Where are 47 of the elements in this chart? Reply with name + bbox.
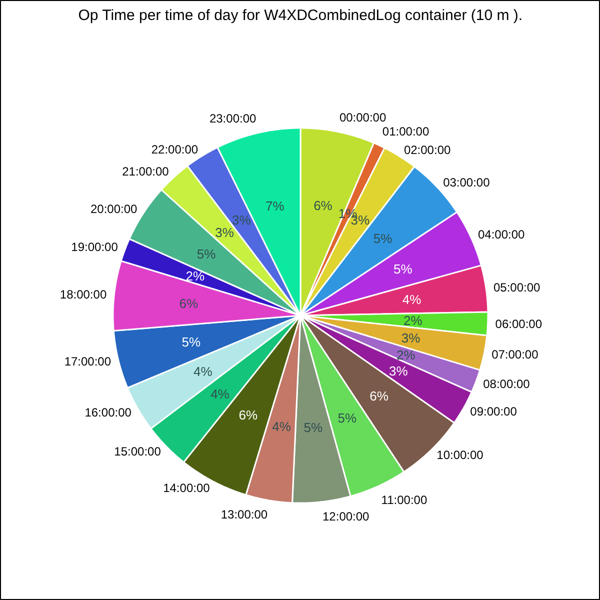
slice-label: 06:00:00 [495,317,542,332]
data-label: 5% [182,334,202,350]
data-label: 3% [215,225,234,240]
slice-label: 13:00:00 [220,508,268,522]
data-label: 6% [370,388,389,404]
slice-label: 12:00:00 [322,509,370,524]
slice-label: 08:00:00 [483,376,530,391]
data-label: 4% [402,292,422,307]
slice-label: 03:00:00 [443,175,490,190]
slice-label: 14:00:00 [163,481,210,496]
slice-label: 07:00:00 [492,347,539,362]
data-label: 5% [338,410,357,426]
data-label: 4% [194,364,213,380]
data-label: 2% [403,312,423,328]
data-label: 5% [196,246,216,262]
slice-label: 05:00:00 [493,280,541,294]
slice-label: 21:00:00 [122,164,170,179]
data-label: 3% [389,363,408,378]
slice-label: 09:00:00 [470,404,518,419]
slice-label: 19:00:00 [71,240,118,254]
chart-title: Op Time per time of day for W4XDCombinedLog container (10 m ). [78,7,523,24]
slice-label: 11:00:00 [381,492,428,507]
data-label: 7% [266,198,285,214]
data-label: 6% [179,296,198,312]
data-label: 3% [401,330,421,346]
data-label: 4% [210,386,230,402]
data-label: 3% [232,212,252,228]
slice-label: 00:00:00 [339,110,386,124]
slice-label: 01:00:00 [382,124,430,139]
slice-label: 04:00:00 [478,228,526,242]
data-label: 2% [186,268,205,284]
slice-label: 02:00:00 [404,143,451,158]
data-label: 6% [314,198,333,213]
data-label: 4% [272,418,292,434]
slice-label: 23:00:00 [209,112,256,126]
slice-label: 15:00:00 [114,444,162,459]
data-label: 6% [238,408,258,423]
slice-label: 20:00:00 [90,202,138,216]
slice-label: 17:00:00 [64,354,112,369]
data-label: 5% [304,420,324,435]
slice-label: 18:00:00 [60,288,107,302]
data-label: 2% [396,347,416,362]
data-label: 5% [373,231,393,246]
slice-label: 22:00:00 [151,142,198,157]
slice-label: 16:00:00 [84,406,132,420]
slice-label: 10:00:00 [436,448,484,462]
data-label: 5% [393,261,413,276]
